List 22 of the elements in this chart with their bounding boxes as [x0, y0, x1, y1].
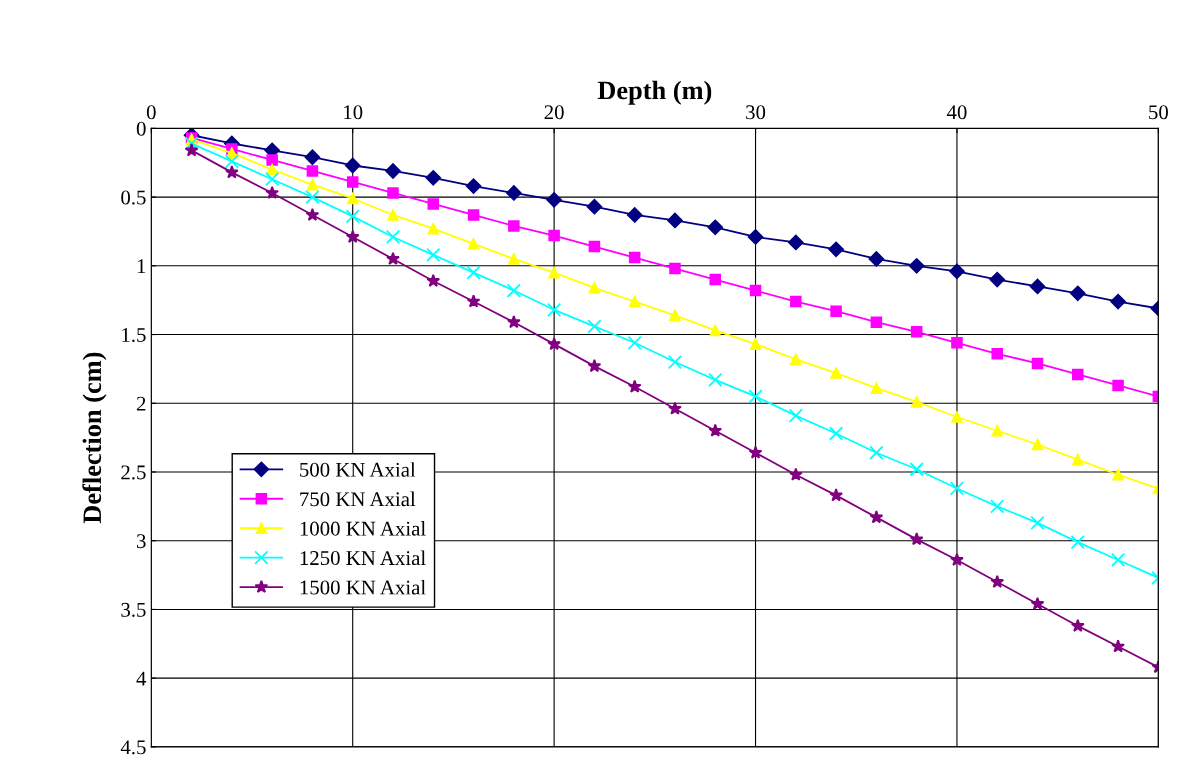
y-tick-label: 3 — [137, 534, 146, 549]
legend-label: 1250 KN Axial — [300, 550, 426, 566]
legend-label: 500 KN Axial — [300, 462, 416, 477]
x-axis-title: Depth (m) — [597, 80, 712, 105]
y-tick-label: 2 — [136, 396, 146, 411]
y-tick-label: 2.5 — [121, 465, 146, 480]
legend-label: 750 KN Axial — [300, 491, 416, 507]
legend-label: 1500 KN Axial — [300, 579, 426, 595]
y-tick-label: 4 — [136, 671, 147, 686]
y-tick-label: 4.5 — [120, 740, 146, 755]
y-tick-label: 3.5 — [121, 602, 146, 617]
x-tick-label: 20 — [544, 105, 564, 120]
x-tick-label: 10 — [344, 105, 363, 120]
x-tick-label: 30 — [746, 105, 766, 120]
y-tick-label: 1 — [137, 259, 146, 274]
y-axis-title: Deflection (cm) — [82, 352, 107, 524]
legend-label: 1000 KN Axial — [300, 521, 426, 536]
y-tick-label: 0 — [136, 121, 146, 136]
x-tick-label: 50 — [1149, 105, 1168, 120]
y-tick-label: 0.5 — [121, 190, 146, 205]
x-tick-label: 40 — [946, 105, 967, 120]
y-tick-label: 1.5 — [122, 328, 146, 343]
